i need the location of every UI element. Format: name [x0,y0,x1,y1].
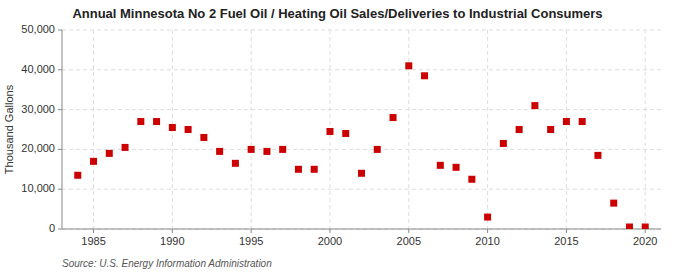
point [232,160,239,167]
point [390,114,397,121]
tick-label: 1990 [160,235,184,247]
point [453,164,460,171]
title: Annual Minnesota No 2 Fuel Oil / Heating… [72,6,602,21]
x-axis-line [62,229,661,230]
tick-mark [487,229,488,233]
point [342,130,349,137]
tick-mark [58,109,62,110]
tick-label: 2020 [633,235,657,247]
point [468,176,475,183]
tick-label: 2005 [397,235,421,247]
point [295,166,302,173]
point [579,118,586,125]
point [405,62,412,69]
tick-label: 40,000 [21,63,55,75]
tick-label: 2010 [475,235,499,247]
point [279,146,286,153]
tick-label: 1985 [81,235,105,247]
tick-label: 10,000 [21,182,55,194]
points [74,62,648,229]
grid-line [62,109,661,110]
grid-line [487,30,488,229]
tick-mark [566,229,567,233]
grid-line [251,30,252,229]
point [216,148,223,155]
point [90,158,97,165]
tick-label: 30,000 [21,103,55,115]
point [531,102,538,109]
point [437,162,444,169]
point [594,152,601,159]
grid-line [62,69,661,70]
axes: 0 10,000 20,000 30,000 40,000 50,000 1985 1990 1… [21,23,661,247]
tick-label: 50,000 [21,23,55,35]
y-axis-label: Thousand Gallons [3,84,15,174]
point [626,224,633,229]
point [169,124,176,131]
point [374,146,381,153]
tick-label: 1995 [239,235,263,247]
point [311,166,318,173]
tick-mark [58,229,62,230]
grid-line [62,149,661,150]
y-axis-line [62,30,63,229]
tick-mark [58,149,62,150]
tick-mark [58,30,62,31]
point [642,224,649,229]
grid-line [408,30,409,229]
grid-line [62,189,661,190]
grid-line [645,30,646,229]
tick-mark [58,69,62,70]
tick-label: 0 [49,222,55,234]
point [74,172,81,179]
point [500,140,507,147]
tick-label: 2015 [554,235,578,247]
point [122,144,129,151]
grid-line [93,30,94,229]
point [484,214,491,221]
point [516,126,523,133]
tick-mark [408,229,409,233]
chart: 0 10,000 20,000 30,000 40,000 50,000 1985 1990 1… [0,0,675,275]
tick-mark [93,229,94,233]
grid-line [62,30,661,31]
point [106,150,113,157]
tick-label: 20,000 [21,142,55,154]
tick-mark [58,189,62,190]
grid-line [62,229,661,230]
source: Source: U.S. Energy Information Administ… [62,258,272,269]
grid-line [566,30,567,229]
point [153,118,160,125]
point [326,128,333,135]
point [610,200,617,207]
grid [62,30,661,229]
point [200,134,207,141]
point [137,118,144,125]
tick-mark [172,229,173,233]
tick-mark [645,229,646,233]
point [185,126,192,133]
tick-label: 2000 [318,235,342,247]
tick-mark [251,229,252,233]
point [563,118,570,125]
point [263,148,270,155]
point [421,72,428,79]
point [547,126,554,133]
tick-mark [329,229,330,233]
point [358,170,365,177]
point [248,146,255,153]
